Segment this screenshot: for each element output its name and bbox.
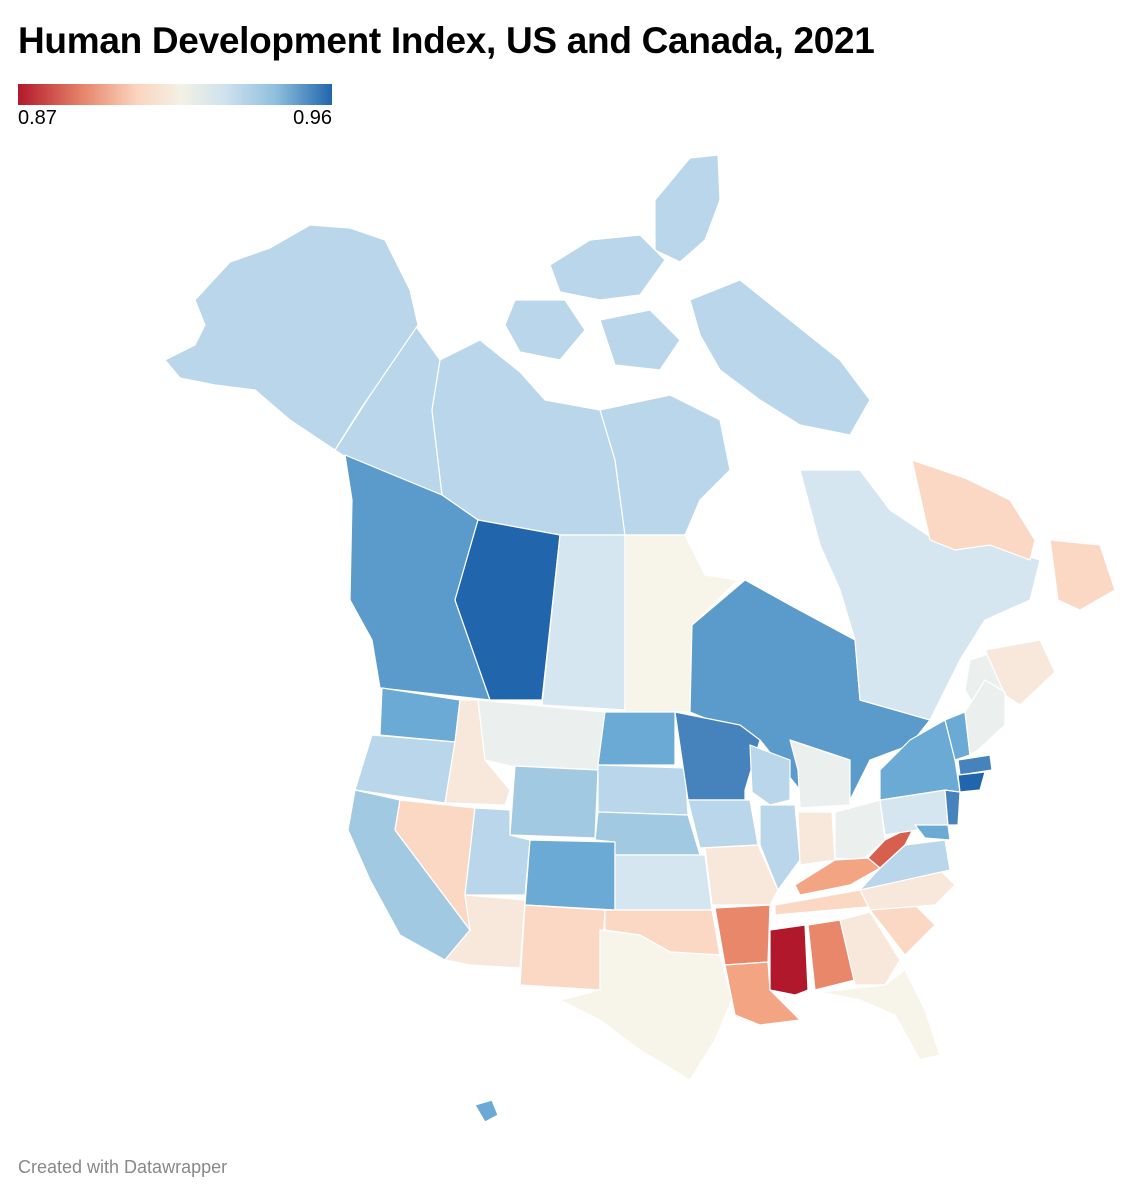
region-alaska[interactable]: [164, 224, 419, 451]
region-newfoundland-island[interactable]: [1049, 539, 1116, 611]
color-legend: 0.87 0.96: [18, 84, 332, 131]
us-states: [347, 679, 1006, 1081]
region-maryland[interactable]: [914, 824, 951, 841]
region-south-dakota[interactable]: [597, 764, 689, 816]
region-illinois[interactable]: [759, 804, 801, 891]
region-baffin-island[interactable]: [689, 279, 871, 436]
region-ellesmere[interactable]: [654, 154, 721, 263]
attribution-footer: Created with Datawrapper: [18, 1157, 228, 1177]
region-northwest-territories[interactable]: [431, 339, 626, 536]
region-arctic-island-east[interactable]: [599, 309, 681, 371]
region-maine[interactable]: [964, 679, 1006, 756]
canada-arctic-islands: [504, 154, 871, 436]
region-quebec[interactable]: [799, 469, 1041, 721]
region-washington[interactable]: [379, 687, 461, 743]
region-nova-scotia[interactable]: [984, 639, 1056, 706]
region-north-dakota[interactable]: [597, 711, 676, 766]
region-louisiana[interactable]: [724, 961, 801, 1026]
region-nunavut[interactable]: [599, 394, 731, 536]
region-new-jersey[interactable]: [944, 789, 961, 826]
region-mississippi[interactable]: [769, 924, 809, 996]
region-wyoming[interactable]: [509, 765, 599, 839]
region-ohio[interactable]: [834, 799, 886, 861]
region-massachusetts[interactable]: [957, 754, 993, 776]
region-connecticut-ri[interactable]: [957, 771, 986, 793]
region-newfoundland-labrador[interactable]: [911, 459, 1036, 561]
region-michigan[interactable]: [789, 739, 851, 809]
region-texas[interactable]: [559, 929, 733, 1081]
region-wisconsin[interactable]: [749, 744, 791, 806]
region-montana[interactable]: [477, 699, 606, 771]
region-hawaii[interactable]: [474, 1099, 499, 1123]
region-british-columbia[interactable]: [344, 454, 491, 701]
legend-min-label: 0.87: [18, 107, 57, 129]
canada-provinces: [334, 324, 1116, 801]
region-iowa[interactable]: [687, 799, 759, 849]
legend-max-label: 0.96: [293, 107, 332, 129]
region-new-york[interactable]: [879, 719, 961, 801]
region-arkansas[interactable]: [714, 904, 771, 966]
choropleth-map: [164, 154, 1116, 1123]
region-colorado[interactable]: [524, 839, 616, 911]
region-kansas[interactable]: [614, 854, 713, 911]
region-missouri[interactable]: [704, 844, 779, 906]
region-florida[interactable]: [819, 969, 941, 1061]
legend-labels: 0.87 0.96: [18, 107, 332, 131]
region-arctic-island-mid[interactable]: [504, 299, 586, 361]
region-arctic-island-west[interactable]: [549, 234, 666, 301]
region-alberta[interactable]: [454, 519, 561, 701]
us-noncontiguous: [164, 224, 499, 1123]
region-georgia[interactable]: [839, 911, 901, 986]
region-indiana[interactable]: [797, 811, 836, 866]
map-title: Human Development Index, US and Canada, …: [18, 20, 875, 61]
legend-gradient-bar: [18, 84, 332, 105]
region-new-mexico[interactable]: [519, 904, 606, 991]
